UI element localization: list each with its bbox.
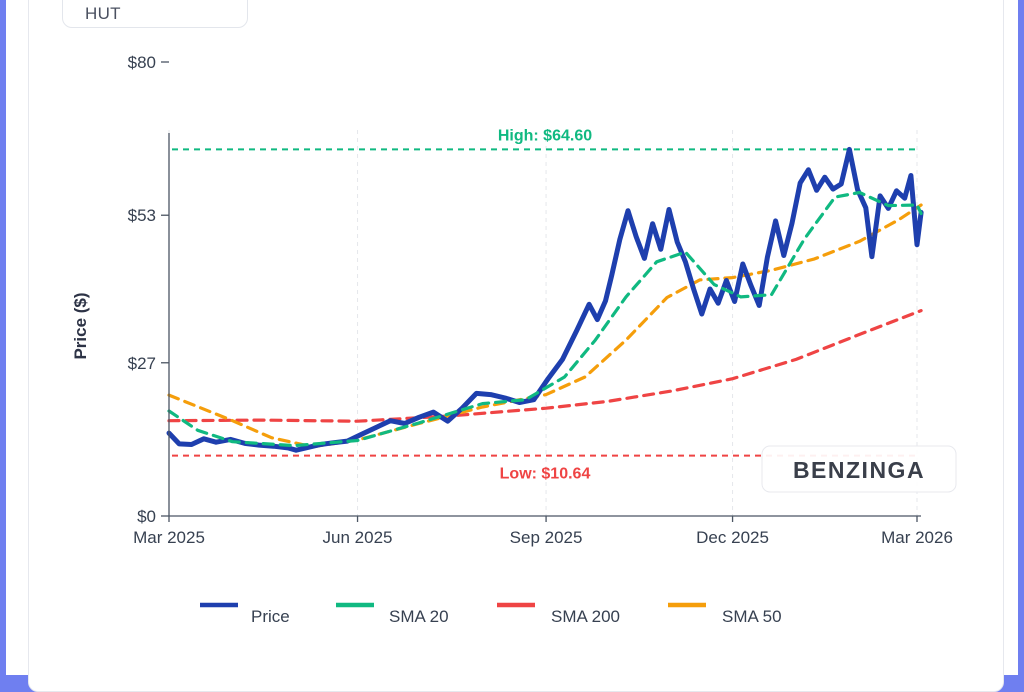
- chart-panel: [28, 0, 1004, 692]
- legend-item-sma-20: SMA 20: [336, 602, 449, 626]
- y-tick-label: $27: [128, 354, 156, 373]
- legend-item-sma-50: SMA 50: [668, 602, 782, 626]
- x-tick-label: Mar 2025: [133, 528, 205, 547]
- series-line-price: [166, 146, 924, 453]
- legend-item-sma-200: SMA 200: [497, 602, 620, 626]
- x-tick-label: Jun 2025: [323, 528, 393, 547]
- series-line-sma-200: [167, 309, 923, 423]
- x-tick-label: Mar 2026: [881, 528, 953, 547]
- legend-label: SMA 20: [389, 607, 449, 626]
- x-tick-label: Sep 2025: [510, 528, 583, 547]
- ticker-label: HUT: [62, 0, 248, 28]
- axes: $0 $27 $53 $80 Mar 2025 Jun 2025 Sep 2025 Dec 2…: [71, 53, 953, 547]
- reference-label-high: High: $64.60: [498, 127, 592, 144]
- reference-lines: High: $64.60 Low: $10.64: [172, 127, 920, 483]
- legend-label: Price: [251, 607, 290, 626]
- benzinga-watermark: BENZINGA: [761, 445, 957, 493]
- y-tick-label: $80: [128, 53, 156, 72]
- legend: Price SMA 20 SMA 200 SMA 50: [200, 602, 782, 626]
- y-tick-label: $53: [128, 206, 156, 225]
- legend-label: SMA 200: [551, 607, 620, 626]
- series-line-sma-50: [167, 203, 923, 449]
- series-line-sma-20: [167, 190, 923, 448]
- legend-item-price: Price: [200, 602, 290, 626]
- y-axis-label: Price ($): [71, 292, 90, 359]
- x-tick-label: Dec 2025: [696, 528, 769, 547]
- series-lines: [166, 146, 924, 453]
- reference-label-low: Low: $10.64: [500, 466, 591, 483]
- legend-label: SMA 50: [722, 607, 782, 626]
- price-chart: High: $64.60 Low: $10.64 $0 $27 $53 $80 Mar 2…: [71, 53, 957, 626]
- y-tick-label: $0: [137, 507, 156, 526]
- watermark-text: BENZINGA: [793, 457, 925, 483]
